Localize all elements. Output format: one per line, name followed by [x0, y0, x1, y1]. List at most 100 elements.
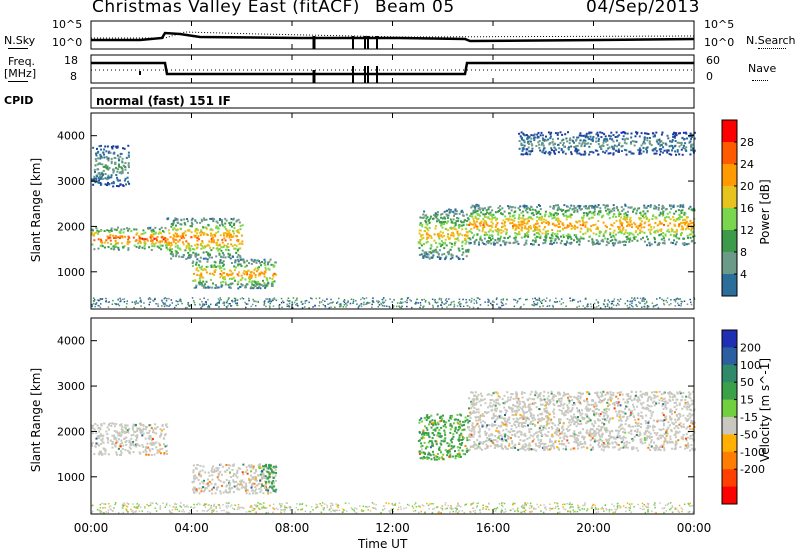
- heatmap-cell: [363, 301, 365, 304]
- heatmap-cell: [462, 305, 465, 308]
- heatmap-cell: [612, 215, 615, 218]
- heatmap-cell: [152, 230, 155, 233]
- heatmap-cell: [567, 235, 570, 238]
- heatmap-cell: [644, 221, 647, 224]
- heatmap-cell: [584, 225, 587, 228]
- heatmap-cell: [569, 139, 572, 142]
- heatmap-cell: [149, 297, 151, 300]
- heatmap-cell: [669, 222, 672, 225]
- heatmap-cell: [422, 306, 424, 308]
- heatmap-cell: [582, 222, 585, 225]
- heatmap-cell: [440, 213, 443, 216]
- heatmap-cell: [623, 139, 626, 142]
- heatmap-cell: [117, 246, 120, 249]
- heatmap-cell: [420, 445, 423, 448]
- heatmap-cell: [495, 229, 498, 232]
- heatmap-cell: [461, 234, 464, 237]
- heatmap-cell: [273, 272, 276, 275]
- heatmap-cell: [238, 247, 240, 250]
- heatmap-cell: [474, 240, 477, 243]
- heatmap-cell: [178, 247, 181, 250]
- heatmap-cell: [222, 302, 224, 304]
- heatmap-cell: [538, 216, 541, 219]
- heatmap-cell: [119, 235, 122, 238]
- heatmap-cell: [543, 152, 546, 155]
- heatmap-cell: [685, 220, 688, 223]
- heatmap-cell: [274, 469, 277, 472]
- heatmap-cell: [624, 138, 627, 141]
- heatmap-cell: [420, 448, 423, 451]
- heatmap-cell: [164, 445, 167, 448]
- heatmap-cell: [214, 268, 217, 271]
- heatmap-cell: [534, 227, 537, 230]
- heatmap-cell: [366, 303, 368, 305]
- heatmap-cell: [448, 450, 451, 453]
- heatmap-cell: [624, 204, 627, 207]
- heatmap-cell: [556, 235, 559, 238]
- heatmap-cell: [543, 239, 546, 241]
- heatmap-cell: [233, 269, 236, 272]
- heatmap-cell: [124, 177, 127, 180]
- heatmap-cell: [123, 147, 126, 150]
- heatmap-cell: [426, 223, 429, 226]
- heatmap-cell: [568, 234, 571, 237]
- heatmap-cell: [566, 224, 569, 227]
- heatmap-cell: [217, 467, 220, 470]
- heatmap-cell: [537, 131, 540, 134]
- heatmap-cell: [516, 233, 519, 236]
- heatmap-cell: [636, 225, 639, 228]
- heatmap-cell: [119, 297, 121, 300]
- heatmap-cell: [664, 216, 667, 219]
- heatmap-cell: [626, 225, 629, 227]
- heatmap-cell: [668, 304, 670, 306]
- heatmap-cell: [384, 299, 387, 302]
- heatmap-cell: [531, 208, 534, 211]
- heatmap-cell: [445, 421, 448, 424]
- heatmap-cell: [242, 259, 245, 262]
- heatmap-cell: [460, 303, 462, 305]
- heatmap-cell: [114, 157, 117, 160]
- heatmap-cell: [680, 212, 683, 214]
- heatmap-cell: [554, 237, 557, 240]
- heatmap-cell: [489, 205, 492, 208]
- heatmap-cell: [552, 207, 555, 210]
- heatmap-cell: [612, 300, 615, 302]
- heatmap-cell: [471, 425, 474, 428]
- heatmap-cell: [565, 234, 568, 237]
- heatmap-cell: [618, 304, 620, 306]
- heatmap-cell: [124, 235, 127, 238]
- heatmap-cell: [194, 234, 197, 237]
- heatmap-cell: [562, 236, 565, 239]
- heatmap-cell: [549, 137, 552, 140]
- heatmap-cell: [93, 453, 96, 456]
- heatmap-cell: [663, 149, 666, 152]
- heatmap-cell: [231, 487, 233, 489]
- heatmap-cell: [684, 142, 687, 145]
- heatmap-cell: [150, 439, 153, 442]
- heatmap-cell: [526, 298, 528, 301]
- heatmap-cell: [380, 303, 383, 305]
- heatmap-cell: [219, 480, 222, 483]
- heatmap-cell: [522, 139, 525, 142]
- heatmap-cell: [597, 425, 600, 428]
- heatmap-cell: [437, 305, 439, 307]
- heatmap-cell: [438, 446, 441, 449]
- heatmap-cell: [478, 229, 481, 232]
- heatmap-cell: [683, 300, 686, 302]
- heatmap-cell: [456, 217, 458, 219]
- heatmap-cell: [539, 237, 542, 239]
- heatmap-cell: [159, 244, 162, 247]
- heatmap-cell: [121, 236, 124, 239]
- heatmap-cell: [528, 397, 531, 400]
- heatmap-cell: [516, 226, 519, 228]
- heatmap-cell: [602, 233, 605, 236]
- heatmap-cell: [444, 220, 447, 223]
- heatmap-cell: [223, 232, 226, 234]
- heatmap-cell: [97, 452, 100, 455]
- heatmap-cell: [343, 301, 346, 304]
- heatmap-cell: [660, 222, 663, 225]
- heatmap-cell: [443, 247, 446, 250]
- heatmap-cell: [591, 238, 594, 241]
- heatmap-cell: [636, 428, 639, 431]
- heatmap-cell: [466, 436, 469, 439]
